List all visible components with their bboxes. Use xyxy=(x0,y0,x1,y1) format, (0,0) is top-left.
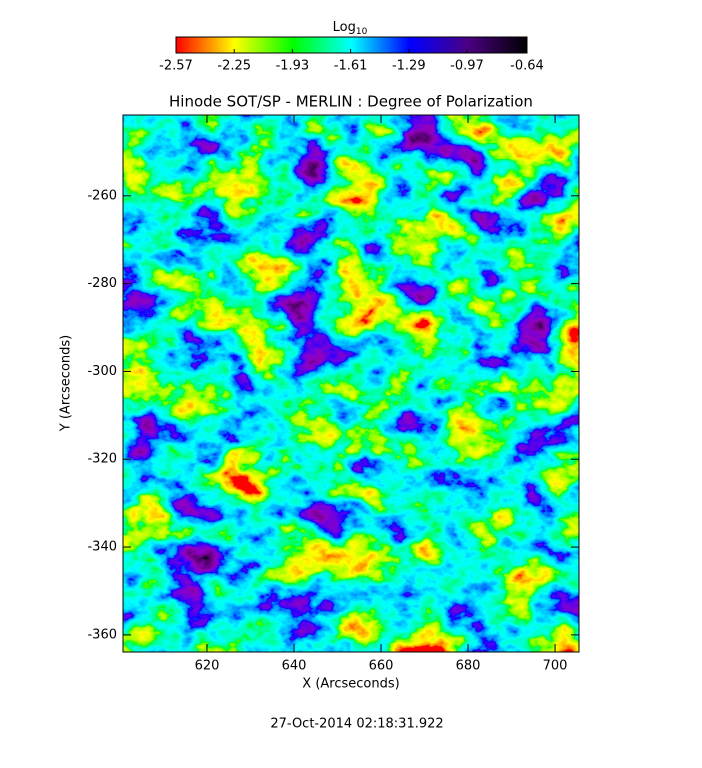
colorbar-tick-label: -0.97 xyxy=(450,59,484,74)
x-tick-label: 640 xyxy=(282,659,307,674)
colorbar-tick-label: -1.61 xyxy=(334,59,368,74)
colorbar-tick-label: -2.57 xyxy=(159,59,193,74)
y-tick-label: -300 xyxy=(87,364,117,379)
colorbar-label-sub: 10 xyxy=(356,27,368,37)
timestamp: 27-Oct-2014 02:18:31.922 xyxy=(270,717,443,732)
y-axis-label: Y (Arcseconds) xyxy=(59,335,74,432)
polarization-image xyxy=(123,115,579,652)
x-tick-label: 700 xyxy=(543,659,568,674)
y-tick-label: -320 xyxy=(87,452,117,467)
x-axis-label: X (Arcseconds) xyxy=(302,677,399,692)
plot-frame xyxy=(122,114,580,653)
x-tick-label: 620 xyxy=(195,659,220,674)
y-tick-label: -260 xyxy=(87,188,117,203)
colorbar-tick-label: -1.29 xyxy=(392,59,426,74)
colorbar-label-text: Log xyxy=(333,20,356,35)
y-tick-label: -360 xyxy=(87,627,117,642)
x-tick-label: 680 xyxy=(456,659,481,674)
colorbar-label: Log10 xyxy=(333,20,368,37)
y-tick-label: -340 xyxy=(87,540,117,555)
chart-title: Hinode SOT/SP - MERLIN : Degree of Polar… xyxy=(169,93,533,111)
colorbar xyxy=(175,36,528,54)
x-tick-label: 660 xyxy=(369,659,394,674)
colorbar-tick-label: -0.64 xyxy=(510,59,544,74)
colorbar-tick-label: -1.93 xyxy=(276,59,310,74)
colorbar-tick-label: -2.25 xyxy=(217,59,251,74)
y-tick-label: -280 xyxy=(87,276,117,291)
